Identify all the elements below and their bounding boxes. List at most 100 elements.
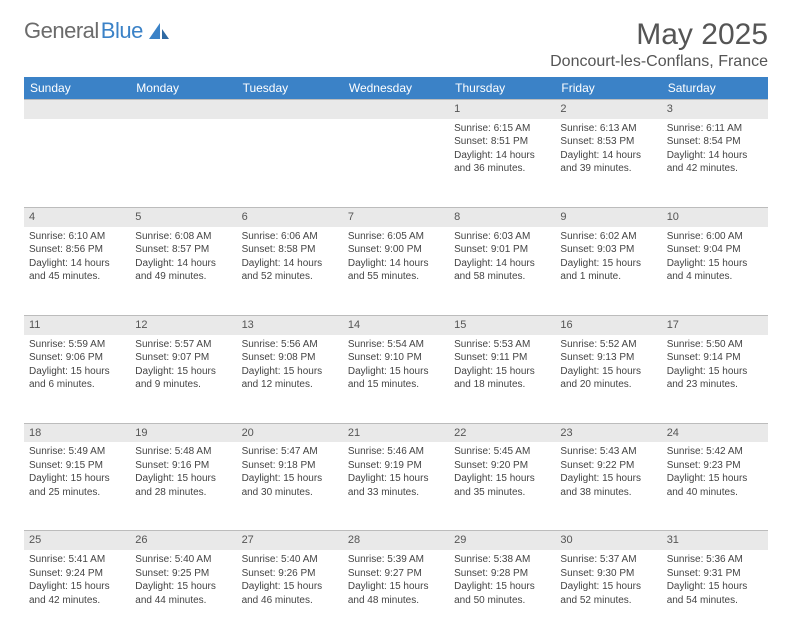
sunrise-text: Sunrise: 5:40 AM (242, 553, 338, 567)
calendar-table: SundayMondayTuesdayWednesdayThursdayFrid… (24, 77, 768, 638)
daylight-text: Daylight: 15 hours and 35 minutes. (454, 472, 550, 499)
day-cell-body: Sunrise: 5:37 AMSunset: 9:30 PMDaylight:… (555, 550, 661, 613)
sunrise-text: Sunrise: 5:49 AM (29, 445, 125, 459)
day-number: 28 (343, 530, 449, 550)
sunset-text: Sunset: 9:11 PM (454, 351, 550, 365)
day-number-cell: 29 (449, 530, 555, 550)
day-number: 22 (449, 423, 555, 443)
day-number-cell: 9 (555, 207, 661, 227)
daylight-text: Daylight: 14 hours and 55 minutes. (348, 257, 444, 284)
day-number: 30 (555, 530, 661, 550)
day-cell: Sunrise: 5:56 AMSunset: 9:08 PMDaylight:… (237, 335, 343, 423)
day-cell-body: Sunrise: 5:43 AMSunset: 9:22 PMDaylight:… (555, 442, 661, 505)
day-cell-body: Sunrise: 5:48 AMSunset: 9:16 PMDaylight:… (130, 442, 236, 505)
day-cell: Sunrise: 5:53 AMSunset: 9:11 PMDaylight:… (449, 335, 555, 423)
day-number (343, 99, 449, 119)
day-number-cell: 27 (237, 530, 343, 550)
day-number: 26 (130, 530, 236, 550)
sunrise-text: Sunrise: 6:03 AM (454, 230, 550, 244)
daylight-text: Daylight: 14 hours and 58 minutes. (454, 257, 550, 284)
day-cell-body: Sunrise: 6:15 AMSunset: 8:51 PMDaylight:… (449, 119, 555, 182)
day-number-cell: 13 (237, 315, 343, 335)
sunrise-text: Sunrise: 5:46 AM (348, 445, 444, 459)
sunset-text: Sunset: 9:01 PM (454, 243, 550, 257)
day-number-cell (24, 99, 130, 119)
day-cell-body: Sunrise: 6:02 AMSunset: 9:03 PMDaylight:… (555, 227, 661, 290)
day-cell: Sunrise: 6:15 AMSunset: 8:51 PMDaylight:… (449, 119, 555, 207)
day-cell: Sunrise: 5:42 AMSunset: 9:23 PMDaylight:… (662, 442, 768, 530)
daylight-text: Daylight: 15 hours and 50 minutes. (454, 580, 550, 607)
sunrise-text: Sunrise: 6:06 AM (242, 230, 338, 244)
sunrise-text: Sunrise: 5:39 AM (348, 553, 444, 567)
day-cell-body: Sunrise: 6:03 AMSunset: 9:01 PMDaylight:… (449, 227, 555, 290)
sunset-text: Sunset: 9:13 PM (560, 351, 656, 365)
page-header: GeneralBlue May 2025 Doncourt-les-Confla… (24, 18, 768, 71)
sunset-text: Sunset: 8:53 PM (560, 135, 656, 149)
daylight-text: Daylight: 15 hours and 9 minutes. (135, 365, 231, 392)
day-cell-body: Sunrise: 5:40 AMSunset: 9:25 PMDaylight:… (130, 550, 236, 613)
day-number-cell: 3 (662, 99, 768, 119)
day-cell: Sunrise: 5:43 AMSunset: 9:22 PMDaylight:… (555, 442, 661, 530)
day-cell-body: Sunrise: 5:42 AMSunset: 9:23 PMDaylight:… (662, 442, 768, 505)
calendar-head: SundayMondayTuesdayWednesdayThursdayFrid… (24, 77, 768, 99)
daylight-text: Daylight: 15 hours and 28 minutes. (135, 472, 231, 499)
sunset-text: Sunset: 9:28 PM (454, 567, 550, 581)
daylight-text: Daylight: 15 hours and 25 minutes. (29, 472, 125, 499)
sunrise-text: Sunrise: 5:40 AM (135, 553, 231, 567)
day-number-cell: 19 (130, 423, 236, 443)
day-number: 27 (237, 530, 343, 550)
day-number: 24 (662, 423, 768, 443)
sunset-text: Sunset: 9:30 PM (560, 567, 656, 581)
day-number: 12 (130, 315, 236, 335)
day-cell: Sunrise: 5:37 AMSunset: 9:30 PMDaylight:… (555, 550, 661, 638)
sunset-text: Sunset: 8:51 PM (454, 135, 550, 149)
day-number: 5 (130, 207, 236, 227)
day-cell: Sunrise: 5:50 AMSunset: 9:14 PMDaylight:… (662, 335, 768, 423)
day-number-row: 18192021222324 (24, 423, 768, 443)
logo-word-general: General (24, 18, 99, 44)
day-number: 3 (662, 99, 768, 119)
sail-icon (147, 21, 171, 41)
day-number-cell: 1 (449, 99, 555, 119)
day-number: 23 (555, 423, 661, 443)
day-cell: Sunrise: 5:49 AMSunset: 9:15 PMDaylight:… (24, 442, 130, 530)
daylight-text: Daylight: 15 hours and 44 minutes. (135, 580, 231, 607)
weekday-row: SundayMondayTuesdayWednesdayThursdayFrid… (24, 77, 768, 99)
day-cell (343, 119, 449, 207)
sunrise-text: Sunrise: 5:43 AM (560, 445, 656, 459)
weekday-header: Sunday (24, 77, 130, 99)
sunrise-text: Sunrise: 6:08 AM (135, 230, 231, 244)
day-content-row: Sunrise: 6:10 AMSunset: 8:56 PMDaylight:… (24, 227, 768, 315)
day-number-row: 123 (24, 99, 768, 119)
sunset-text: Sunset: 9:25 PM (135, 567, 231, 581)
day-number-cell (237, 99, 343, 119)
day-cell-body: Sunrise: 6:11 AMSunset: 8:54 PMDaylight:… (662, 119, 768, 182)
day-cell-body: Sunrise: 5:54 AMSunset: 9:10 PMDaylight:… (343, 335, 449, 398)
day-number: 13 (237, 315, 343, 335)
sunrise-text: Sunrise: 6:13 AM (560, 122, 656, 136)
day-cell: Sunrise: 5:48 AMSunset: 9:16 PMDaylight:… (130, 442, 236, 530)
sunrise-text: Sunrise: 6:10 AM (29, 230, 125, 244)
sunset-text: Sunset: 9:22 PM (560, 459, 656, 473)
sunset-text: Sunset: 8:56 PM (29, 243, 125, 257)
daylight-text: Daylight: 14 hours and 45 minutes. (29, 257, 125, 284)
day-number-cell: 16 (555, 315, 661, 335)
day-number-cell: 5 (130, 207, 236, 227)
day-number-cell (343, 99, 449, 119)
daylight-text: Daylight: 15 hours and 48 minutes. (348, 580, 444, 607)
day-cell: Sunrise: 6:02 AMSunset: 9:03 PMDaylight:… (555, 227, 661, 315)
day-number: 4 (24, 207, 130, 227)
day-cell: Sunrise: 6:03 AMSunset: 9:01 PMDaylight:… (449, 227, 555, 315)
day-number-cell: 26 (130, 530, 236, 550)
day-cell-body: Sunrise: 6:00 AMSunset: 9:04 PMDaylight:… (662, 227, 768, 290)
day-cell: Sunrise: 6:13 AMSunset: 8:53 PMDaylight:… (555, 119, 661, 207)
day-cell-body: Sunrise: 5:50 AMSunset: 9:14 PMDaylight:… (662, 335, 768, 398)
day-number: 14 (343, 315, 449, 335)
title-block: May 2025 Doncourt-les-Conflans, France (550, 18, 768, 71)
sunrise-text: Sunrise: 5:42 AM (667, 445, 763, 459)
sunset-text: Sunset: 9:18 PM (242, 459, 338, 473)
daylight-text: Daylight: 15 hours and 20 minutes. (560, 365, 656, 392)
day-cell: Sunrise: 5:36 AMSunset: 9:31 PMDaylight:… (662, 550, 768, 638)
day-number-cell: 4 (24, 207, 130, 227)
sunrise-text: Sunrise: 6:15 AM (454, 122, 550, 136)
